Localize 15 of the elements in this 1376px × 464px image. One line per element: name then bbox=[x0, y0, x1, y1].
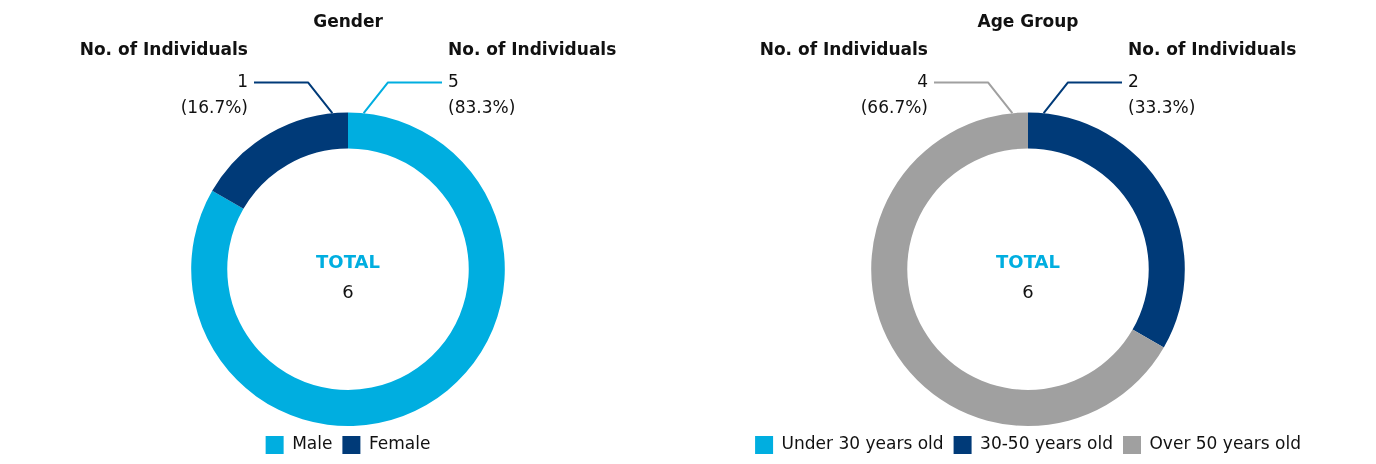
text: TOTAL bbox=[316, 250, 380, 272]
data-label: No. of Individuals 1 (16.7%) bbox=[79, 38, 248, 117]
text: 6 bbox=[1022, 280, 1034, 302]
data-label: No. of Individuals 4 (66.7%) bbox=[759, 38, 928, 117]
legend-label: Over 50 years old bbox=[1149, 433, 1301, 454]
legend-label: Female bbox=[368, 433, 431, 454]
text: 6 bbox=[342, 280, 354, 302]
chart-title: Age Group bbox=[977, 10, 1079, 31]
legend-label: 30-50 years old bbox=[980, 433, 1113, 454]
data-label: No. of Individuals 5 (83.3%) bbox=[448, 38, 617, 117]
chart-title: Gender bbox=[313, 10, 384, 31]
legend-label: Under 30 years old bbox=[781, 433, 944, 454]
legend-label: Male bbox=[292, 433, 333, 454]
data-label: No. of Individuals 2 (33.3%) bbox=[1128, 38, 1297, 117]
text: TOTAL bbox=[996, 250, 1060, 272]
